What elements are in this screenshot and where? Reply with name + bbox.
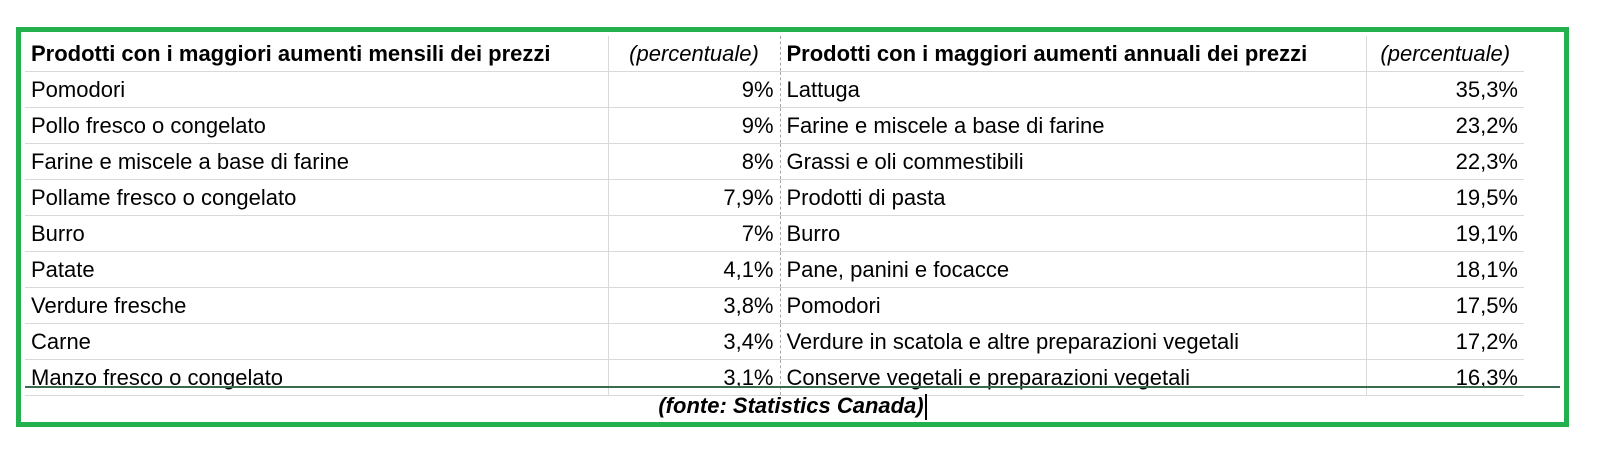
table-row: Farine e miscele a base di farine 8% Gra… xyxy=(25,143,1524,180)
annual-value-cell[interactable]: 23,2% xyxy=(1366,107,1524,144)
price-increase-table: Prodotti con i maggiori aumenti mensili … xyxy=(25,36,1524,396)
annual-value-cell[interactable]: 22,3% xyxy=(1366,143,1524,180)
monthly-value-cell[interactable]: 9% xyxy=(608,71,781,108)
monthly-product-cell[interactable]: Patate xyxy=(25,251,609,288)
monthly-value-cell[interactable]: 4,1% xyxy=(608,251,781,288)
table-row: Manzo fresco o congelato 3,1% Conserve v… xyxy=(25,359,1524,396)
monthly-value-cell[interactable]: 7,9% xyxy=(608,179,781,216)
monthly-product-cell[interactable]: Pollame fresco o congelato xyxy=(25,179,609,216)
source-text: (fonte: Statistics Canada) xyxy=(658,393,924,418)
annual-product-cell[interactable]: Farine e miscele a base di farine xyxy=(780,107,1367,144)
annual-product-cell[interactable]: Pane, panini e focacce xyxy=(780,251,1367,288)
monthly-product-cell[interactable]: Pollo fresco o congelato xyxy=(25,107,609,144)
annual-value-cell[interactable]: 17,5% xyxy=(1366,287,1524,324)
monthly-product-cell[interactable]: Pomodori xyxy=(25,71,609,108)
monthly-product-cell[interactable]: Burro xyxy=(25,215,609,252)
header-row: Prodotti con i maggiori aumenti mensili … xyxy=(25,36,1524,72)
table-row: Pollame fresco o congelato 7,9% Prodotti… xyxy=(25,179,1524,216)
annual-value-cell[interactable]: 35,3% xyxy=(1366,71,1524,108)
annual-product-cell[interactable]: Grassi e oli commestibili xyxy=(780,143,1367,180)
monthly-value-cell[interactable]: 9% xyxy=(608,107,781,144)
annual-value-cell[interactable]: 18,1% xyxy=(1366,251,1524,288)
monthly-product-cell[interactable]: Manzo fresco o congelato xyxy=(25,359,609,396)
monthly-value-cell[interactable]: 3,8% xyxy=(608,287,781,324)
monthly-product-cell[interactable]: Verdure fresche xyxy=(25,287,609,324)
annual-value-cell[interactable]: 17,2% xyxy=(1366,323,1524,360)
monthly-value-cell[interactable]: 7% xyxy=(608,215,781,252)
monthly-product-cell[interactable]: Farine e miscele a base di farine xyxy=(25,143,609,180)
table-row: Patate 4,1% Pane, panini e focacce 18,1% xyxy=(25,251,1524,288)
annual-product-cell[interactable]: Pomodori xyxy=(780,287,1367,324)
monthly-value-cell[interactable]: 8% xyxy=(608,143,781,180)
monthly-value-cell[interactable]: 3,4% xyxy=(608,323,781,360)
table-row: Verdure fresche 3,8% Pomodori 17,5% xyxy=(25,287,1524,324)
annual-product-cell[interactable]: Lattuga xyxy=(780,71,1367,108)
table-row: Pomodori 9% Lattuga 35,3% xyxy=(25,71,1524,108)
source-cell[interactable]: (fonte: Statistics Canada) xyxy=(25,386,1560,424)
monthly-header-cell[interactable]: Prodotti con i maggiori aumenti mensili … xyxy=(25,36,609,72)
monthly-unit-header-cell[interactable]: (percentuale) xyxy=(608,36,781,72)
table-row: Carne 3,4% Verdure in scatola e altre pr… xyxy=(25,323,1524,360)
text-cursor xyxy=(924,394,927,421)
spreadsheet-frame: Prodotti con i maggiori aumenti mensili … xyxy=(16,27,1569,427)
annual-value-cell[interactable]: 16,3% xyxy=(1366,359,1524,396)
annual-unit-header-cell[interactable]: (percentuale) xyxy=(1366,36,1524,72)
annual-value-cell[interactable]: 19,1% xyxy=(1366,215,1524,252)
annual-product-cell[interactable]: Burro xyxy=(780,215,1367,252)
annual-header-cell[interactable]: Prodotti con i maggiori aumenti annuali … xyxy=(780,36,1367,72)
annual-product-cell[interactable]: Verdure in scatola e altre preparazioni … xyxy=(780,323,1367,360)
annual-product-cell[interactable]: Prodotti di pasta xyxy=(780,179,1367,216)
table-row: Burro 7% Burro 19,1% xyxy=(25,215,1524,252)
table-row: Pollo fresco o congelato 9% Farine e mis… xyxy=(25,107,1524,144)
monthly-product-cell[interactable]: Carne xyxy=(25,323,609,360)
monthly-value-cell[interactable]: 3,1% xyxy=(608,359,781,396)
annual-value-cell[interactable]: 19,5% xyxy=(1366,179,1524,216)
annual-product-cell[interactable]: Conserve vegetali e preparazioni vegetal… xyxy=(780,359,1367,396)
